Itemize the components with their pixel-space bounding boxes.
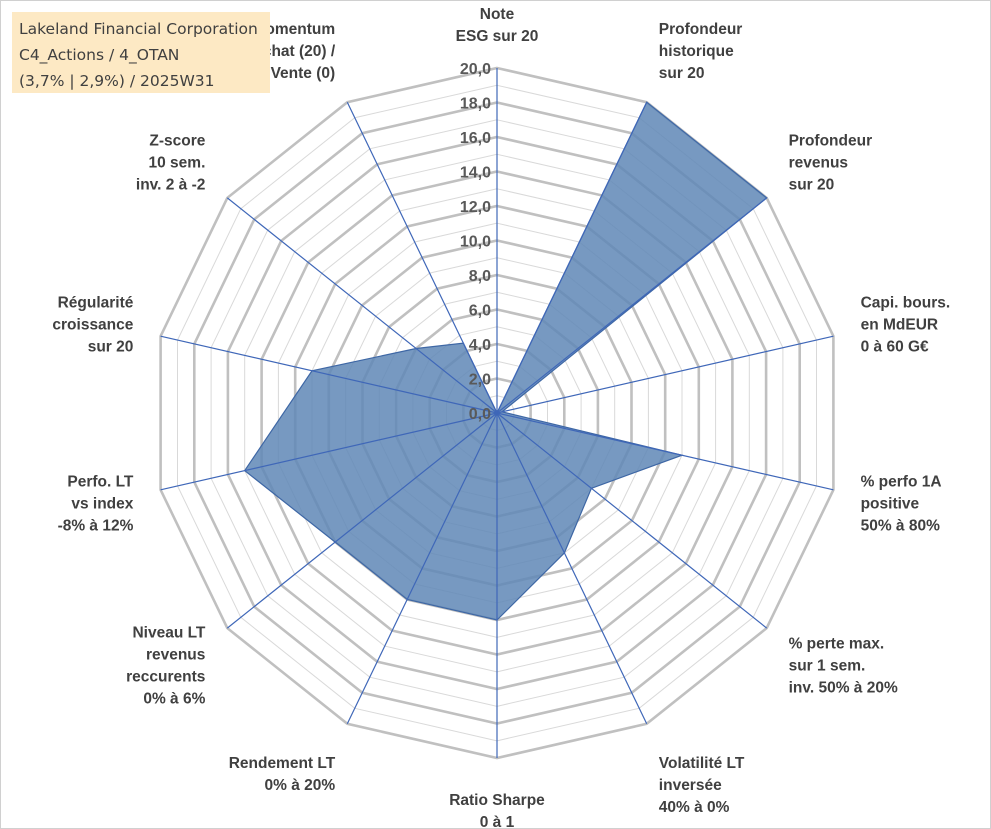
axis-spoke — [496, 101, 648, 414]
axis-spoke — [160, 335, 498, 414]
category-label-line: sur 20 — [88, 338, 134, 355]
category-label-line: Vente (0) — [271, 65, 336, 82]
category-label-line: Niveau LT — [132, 624, 205, 641]
category-label-line: revenus — [789, 155, 848, 172]
series-area-0 — [243, 101, 768, 621]
category-label-6: Volatilité LT inversée 40% à 0% — [659, 755, 745, 816]
category-label-line: inversée — [659, 777, 722, 794]
axis-spoke — [496, 197, 768, 414]
axis-spoke — [496, 335, 834, 414]
category-label-line: inv. 50% à 20% — [789, 679, 898, 696]
category-label-line: Profondeur — [659, 21, 743, 38]
tick-label: 10,0 — [460, 234, 491, 251]
category-labels: Note ESG sur 20 Profondeur historique sur 20… — [52, 6, 950, 828]
category-label-line: historique — [659, 43, 734, 60]
tick-label: 0,0 — [469, 406, 491, 423]
axis-spoke — [160, 412, 498, 491]
category-label-line: sur 1 sem. — [789, 657, 866, 674]
category-label-line: Capi. bours. — [861, 294, 951, 311]
title-stats: (3,7% | 2,9%) / 2025W31 — [19, 72, 215, 90]
axis-spoke — [346, 101, 498, 414]
category-label-line: % perte max. — [789, 635, 885, 652]
category-label-3: Capi. bours. en MdEUR 0 à 60 G€ — [861, 294, 951, 355]
category-label-line: Régularité — [58, 294, 134, 311]
category-label-11: Régularité croissance sur 20 — [52, 294, 133, 355]
category-label-line: 0% à 20% — [265, 777, 336, 794]
axis-spoke — [496, 412, 648, 725]
category-label-line: % perfo 1A — [861, 474, 942, 491]
category-label-line: croissance — [52, 316, 133, 333]
category-label-line: 10 sem. — [149, 155, 206, 172]
category-label-line: sur 20 — [789, 177, 835, 194]
title-company: Lakeland Financial Corporation — [19, 20, 258, 38]
chart-title-box: Lakeland Financial Corporation C4_Action… — [12, 12, 270, 93]
category-label-line: Profondeur — [789, 133, 873, 150]
category-label-line: sur 20 — [659, 65, 705, 82]
category-label-line: 0 à 60 G€ — [861, 338, 929, 355]
category-label-12: Z-score 10 sem. inv. 2 à -2 — [136, 133, 206, 194]
category-label-line: 0% à 6% — [143, 690, 205, 707]
category-label-line: Momentum — [253, 21, 336, 38]
category-label-line: vs index — [71, 496, 133, 513]
category-label-line: Volatilité LT — [659, 755, 745, 772]
category-label-line: Note — [480, 6, 515, 23]
axis-spoke — [496, 412, 834, 491]
category-label-line: en MdEUR — [861, 316, 939, 333]
tick-label: 8,0 — [469, 268, 491, 285]
category-label-line: 0 à 1 — [480, 814, 515, 828]
tick-label: 16,0 — [460, 130, 491, 147]
radar-series — [243, 101, 768, 621]
category-label-line: 50% à 80% — [861, 518, 940, 535]
category-label-4: % perfo 1A positive 50% à 80% — [861, 474, 942, 535]
tick-label: 4,0 — [469, 337, 491, 354]
category-label-line: Z-score — [149, 133, 205, 150]
category-label-9: Niveau LT revenus reccurents 0% à 6% — [126, 624, 206, 707]
tick-label: 6,0 — [469, 303, 491, 320]
tick-label: 14,0 — [460, 165, 491, 182]
category-label-13: Momentum Achat (20) / Vente (0) — [252, 21, 336, 82]
category-label-2: Profondeur revenus sur 20 — [789, 133, 873, 194]
category-label-line: Achat (20) / — [252, 43, 336, 60]
category-label-line: 40% à 0% — [659, 799, 730, 816]
tick-label: 20,0 — [460, 61, 491, 78]
axis-spoke — [346, 412, 498, 725]
category-label-1: Profondeur historique sur 20 — [659, 21, 743, 82]
tick-label: 18,0 — [460, 96, 491, 113]
title-category: C4_Actions / 4_OTAN — [19, 46, 180, 64]
category-label-7: Ratio Sharpe 0 à 1 — [449, 792, 545, 828]
category-label-line: Ratio Sharpe — [449, 792, 545, 809]
category-label-line: Perfo. LT — [67, 474, 134, 491]
category-label-line: revenus — [146, 646, 205, 663]
category-label-line: -8% à 12% — [58, 518, 134, 535]
category-label-line: Rendement LT — [229, 755, 336, 772]
category-label-5: % perte max. sur 1 sem. inv. 50% à 20% — [789, 635, 898, 696]
category-label-line: ESG sur 20 — [456, 28, 539, 45]
category-label-0: Note ESG sur 20 — [456, 6, 539, 45]
axis-spoke — [226, 197, 498, 414]
tick-label: 12,0 — [460, 199, 491, 216]
radar-axes — [160, 68, 834, 758]
axis-spoke — [226, 412, 498, 629]
category-label-8: Rendement LT 0% à 20% — [229, 755, 336, 794]
category-label-line: inv. 2 à -2 — [136, 177, 206, 194]
radial-tick-labels: 0,0 2,0 4,0 6,0 8,0 10,0 12,0 14,0 16,0 18,0 20,0 — [460, 61, 491, 423]
axis-spoke — [496, 412, 768, 629]
category-label-line: positive — [861, 496, 920, 513]
category-label-line: reccurents — [126, 668, 205, 685]
tick-label: 2,0 — [469, 372, 491, 389]
category-label-10: Perfo. LT vs index -8% à 12% — [58, 474, 134, 535]
